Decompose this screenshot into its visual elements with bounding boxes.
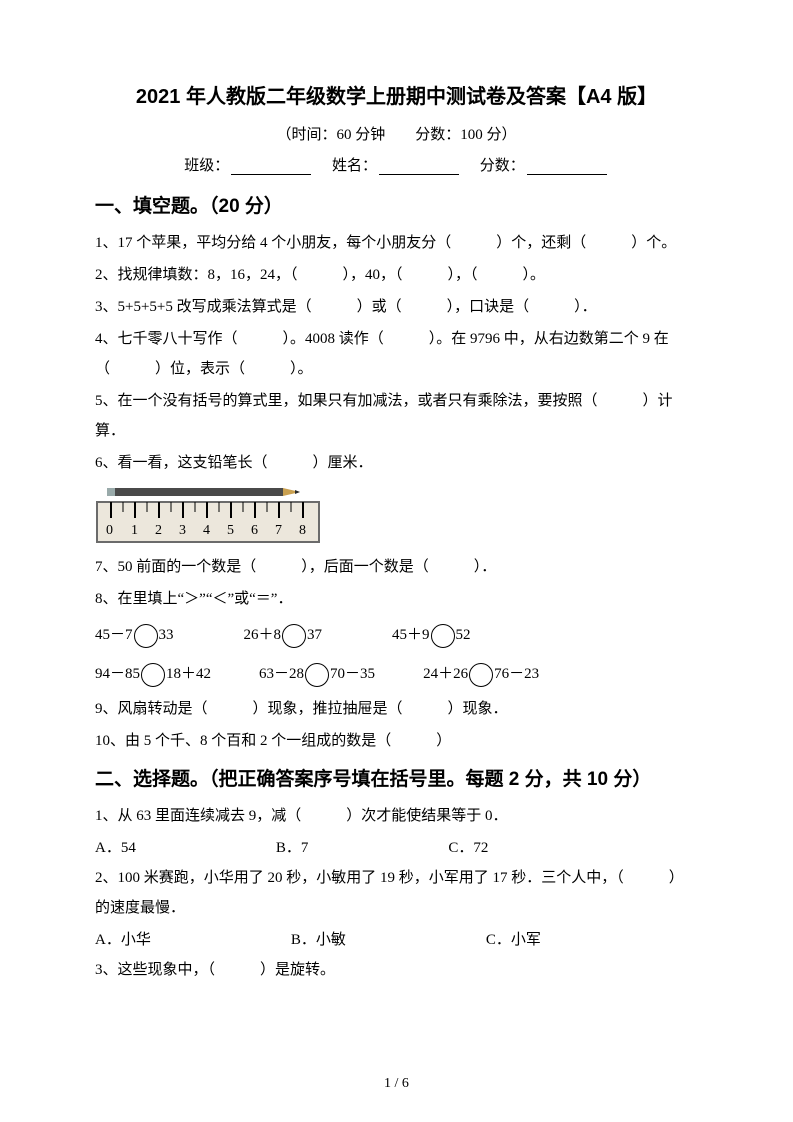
comp-row-1: 45－7 33 26＋8 37 45＋9 52 — [95, 616, 698, 655]
svg-text:4: 4 — [203, 523, 210, 538]
s2-q1-options: A．54 B．7 C．72 — [95, 833, 698, 863]
comp-1c-right: 52 — [456, 616, 471, 655]
name-label: 姓名： — [332, 158, 377, 174]
svg-text:7: 7 — [275, 523, 282, 538]
s1-q5: 5、在一个没有括号的算式里，如果只有加减法，或者只有乘除法，要按照（ ）计算． — [95, 386, 698, 446]
s2-q2-c: C．小军 — [486, 925, 541, 955]
s1-q1: 1、17 个苹果，平均分给 4 个小朋友，每个小朋友分（ ）个，还剩（ ）个。 — [95, 228, 698, 258]
s2-q2: 2、100 米赛跑，小华用了 20 秒，小敏用了 19 秒，小军用了 17 秒．… — [95, 863, 698, 923]
s1-q8: 8、在里填上“＞”“＜”或“＝”． — [95, 584, 698, 614]
class-blank — [231, 158, 311, 175]
comp-row-2: 94－85 18＋42 63－28 70－35 24＋26 76－23 — [95, 655, 698, 694]
section2-heading: 二、选择题。（把正确答案序号填在括号里。每题 2 分，共 10 分） — [95, 764, 698, 791]
circle-blank — [431, 624, 455, 648]
circle-blank — [282, 624, 306, 648]
s1-q3: 3、5+5+5+5 改写成乘法算式是（ ）或（ ），口诀是（ ）． — [95, 292, 698, 322]
comp-2a-left: 94－85 — [95, 655, 140, 694]
comp-1c: 45＋9 52 — [392, 616, 471, 655]
svg-text:0: 0 — [106, 523, 113, 538]
comp-2c: 24＋26 76－23 — [423, 655, 539, 694]
comp-1a-left: 45－7 — [95, 616, 133, 655]
svg-text:6: 6 — [251, 523, 258, 538]
subtitle: （时间：60 分钟 分数：100 分） — [95, 123, 698, 144]
page-number: 1 / 6 — [0, 1076, 793, 1092]
comp-1a: 45－7 33 — [95, 616, 174, 655]
circle-blank — [469, 663, 493, 687]
comp-2a: 94－85 18＋42 — [95, 655, 211, 694]
s1-q10: 10、由 5 个千、8 个百和 2 个一组成的数是（ ） — [95, 726, 698, 756]
s2-q1-b: B．7 — [276, 833, 309, 863]
comp-2b-right: 70－35 — [330, 655, 375, 694]
s2-q1: 1、从 63 里面连续减去 9，减（ ）次才能使结果等于 0． — [95, 801, 698, 831]
svg-text:8: 8 — [299, 523, 306, 538]
svg-text:2: 2 — [155, 523, 162, 538]
s1-q2: 2、找规律填数：8，16，24，（ ），40，（ ），（ ）。 — [95, 260, 698, 290]
comp-2a-right: 18＋42 — [166, 655, 211, 694]
s2-q2-options: A．小华 B．小敏 C．小军 — [95, 925, 698, 955]
s1-q4: 4、七千零八十写作（ ）。4008 读作（ ）。在 9796 中，从右边数第二个… — [95, 324, 698, 384]
comp-1a-right: 33 — [159, 616, 174, 655]
comp-1b-left: 26＋8 — [244, 616, 282, 655]
s2-q2-b: B．小敏 — [291, 925, 346, 955]
page-title: 2021 年人教版二年级数学上册期中测试卷及答案【A4 版】 — [95, 80, 698, 109]
comp-2b: 63－28 70－35 — [259, 655, 375, 694]
section1-heading: 一、填空题。（20 分） — [95, 191, 698, 218]
ruler-svg: 0 1 2 3 4 5 6 7 8 — [95, 484, 325, 546]
ruler-figure: 0 1 2 3 4 5 6 7 8 — [95, 484, 698, 546]
name-blank — [379, 158, 459, 175]
comp-1b: 26＋8 37 — [244, 616, 323, 655]
comp-1b-right: 37 — [307, 616, 322, 655]
comp-1c-left: 45＋9 — [392, 616, 430, 655]
svg-text:5: 5 — [227, 523, 234, 538]
circle-blank — [305, 663, 329, 687]
s1-q7: 7、50 前面的一个数是（ ），后面一个数是（ ）． — [95, 552, 698, 582]
pencil-body — [113, 488, 283, 496]
comp-2c-right: 76－23 — [494, 655, 539, 694]
exam-page: 2021 年人教版二年级数学上册期中测试卷及答案【A4 版】 （时间：60 分钟… — [0, 0, 793, 1122]
info-line: 班级： 姓名： 分数： — [95, 154, 698, 175]
s1-q9: 9、风扇转动是（ ）现象，推拉抽屉是（ ）现象． — [95, 694, 698, 724]
circle-blank — [141, 663, 165, 687]
s2-q1-a: A．54 — [95, 833, 136, 863]
pencil-eraser — [107, 488, 115, 496]
circle-blank — [134, 624, 158, 648]
svg-text:3: 3 — [179, 523, 186, 538]
s2-q3: 3、这些现象中，（ ）是旋转。 — [95, 955, 698, 985]
comp-2c-left: 24＋26 — [423, 655, 468, 694]
svg-text:1: 1 — [131, 523, 138, 538]
s1-q6: 6、看一看，这支铅笔长（ ）厘米． — [95, 448, 698, 478]
score-blank — [527, 158, 607, 175]
class-label: 班级： — [184, 158, 229, 174]
comp-2b-left: 63－28 — [259, 655, 304, 694]
pencil-lead — [295, 490, 300, 494]
s2-q2-a: A．小华 — [95, 925, 151, 955]
s2-q1-c: C．72 — [448, 833, 488, 863]
score-label: 分数： — [480, 158, 525, 174]
